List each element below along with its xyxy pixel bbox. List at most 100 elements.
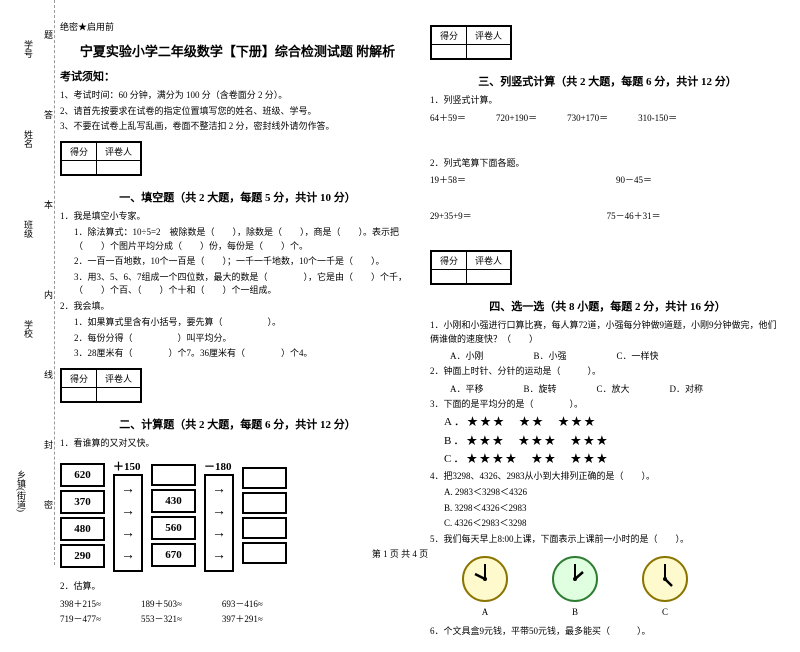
empty-box (151, 464, 196, 486)
score-cell: 评卷人 (467, 252, 511, 270)
calc-item: 720+190＝ (496, 111, 537, 124)
estimate-item: 553－321≈ (141, 612, 182, 625)
sub-question: 1．除法算式：10÷5=2 被除数是（ ），除数是（ ），商是（ ）。表示把（ … (60, 226, 415, 253)
clock-icon (550, 554, 600, 604)
score-box: 得分评卷人 (60, 368, 142, 403)
num-box: 620 (60, 463, 105, 487)
opt: B．旋转 (524, 382, 557, 395)
score-cell: 得分 (432, 252, 467, 270)
notice-item: 1、考试时间：60 分钟，满分为 100 分（含卷面分 2 分）。 (60, 89, 415, 102)
empty-box (242, 467, 287, 489)
question: 4．把3298、4326、2983从小到大排列正确的是（ ）。 (430, 470, 785, 484)
arrow-icon: → (212, 504, 226, 520)
op-label: －180 (204, 458, 234, 474)
estimate-item: 719－477≈ (60, 612, 101, 625)
score-cell: 评卷人 (97, 142, 141, 160)
sb-mark: 内 (42, 290, 55, 299)
estimate-item: 693－416≈ (222, 597, 263, 610)
sb-mark: 本 (42, 200, 55, 209)
opt: C. 4326＜2983＜3298 (430, 517, 785, 531)
section-title: 二、计算题（共 2 大题，每题 6 分，共计 12 分） (60, 416, 415, 432)
question: 2．钟面上时针、分针的运动是（ ）。 (430, 365, 785, 379)
score-cell: 评卷人 (467, 27, 511, 45)
num-box: 560 (151, 516, 196, 540)
empty-box (242, 517, 287, 539)
sb-mark: 封 (42, 440, 55, 449)
calc-item: 90－45＝ (616, 173, 652, 186)
opt: A．小刚 (450, 349, 484, 362)
notice-item: 2、请首先按要求在试卷的指定位置填写您的姓名、班级、学号。 (60, 105, 415, 118)
clocks-row: A B C (430, 554, 785, 617)
calc-item: 75－46＋31＝ (607, 209, 661, 222)
score-box: 得分评卷人 (430, 250, 512, 285)
num-box: 480 (60, 517, 105, 541)
question: 2．估算。 (60, 580, 415, 594)
clock-label: C (640, 607, 690, 617)
calc-item: 310-150＝ (638, 111, 677, 124)
sub-question: 3．28厘米有（ ）个7。36厘米有（ ）个4。 (60, 347, 415, 361)
question: 1．小刚和小强进行口算比赛，每人算72道，小强每分钟做9道题，小刚9分钟做完，他… (430, 319, 785, 346)
secret-label: 绝密★启用前 (60, 20, 415, 33)
sb-mark: 答 (42, 110, 55, 119)
op-label: ＋150 (113, 458, 143, 474)
arrow-icon: → (212, 526, 226, 542)
num-box: 370 (60, 490, 105, 514)
arrow-icon: → (121, 482, 135, 498)
sb-label: 乡镇(街道) (15, 470, 28, 512)
notice-item: 3、不要在试卷上乱写乱画，卷面不整洁扣 2 分，密封线外请勿作答。 (60, 120, 415, 133)
section-title: 一、填空题（共 2 大题，每题 5 分，共计 10 分） (60, 189, 415, 205)
opt: C．一样快 (617, 349, 659, 362)
section-title: 四、选一选（共 8 小题，每题 2 分，共计 16 分） (430, 298, 785, 314)
score-box: 得分评卷人 (60, 141, 142, 176)
empty-box (242, 492, 287, 514)
num-box: 430 (151, 489, 196, 513)
arrow-icon: → (121, 526, 135, 542)
question: 6．个文具盒9元钱，平带50元钱，最多能买（ ）。 (430, 625, 785, 639)
sub-question: 1．如果算式里含有小括号，要先算（ ）。 (60, 316, 415, 330)
clock-icon (460, 554, 510, 604)
sb-label: 姓名 (22, 130, 35, 148)
sb-label: 学号 (22, 40, 35, 58)
sub-question: 3．用3、5、6、7组成一个四位数，最大的数是（ ），它是由（ ）个千，（ ）个… (60, 271, 415, 298)
sub-question: 2．每份分得（ ）叫平均分。 (60, 332, 415, 346)
notice-title: 考试须知： (60, 68, 415, 84)
opt: B. 3298＜4326＜2983 (430, 502, 785, 516)
score-cell: 得分 (62, 142, 97, 160)
page-footer: 第 1 页 共 4 页 (0, 547, 800, 560)
sb-mark: 密 (42, 500, 55, 509)
sb-mark: 线 (42, 370, 55, 379)
sb-label: 班级 (22, 220, 35, 238)
estimate-item: 398＋215≈ (60, 597, 101, 610)
sub-question: 2．一百一百地数，10个一百是（ ）；一千一千地数，10个一千是（ ）。 (60, 255, 415, 269)
opt: D．对称 (670, 382, 704, 395)
estimate-item: 189＋503≈ (141, 597, 182, 610)
star-opt: A．★★★ ★★ ★★★ (430, 414, 785, 431)
arrow-icon: → (212, 482, 226, 498)
sb-label: 学校 (22, 320, 35, 338)
arrow-icon: → (121, 504, 135, 520)
exam-title: 宁夏实验小学二年级数学【下册】综合检测试题 附解析 (60, 41, 415, 60)
binding-sidebar: 学号 姓名 班级 学校 乡镇(街道) 题 答 本 内 线 封 密 (0, 0, 55, 565)
score-cell: 得分 (432, 27, 467, 45)
calc-item: 730+170＝ (567, 111, 608, 124)
score-cell: 得分 (62, 369, 97, 387)
score-cell: 评卷人 (97, 369, 141, 387)
section-title: 三、列竖式计算（共 2 大题，每题 6 分，共计 12 分） (430, 73, 785, 89)
question: 1．列竖式计算。 (430, 94, 785, 108)
score-box: 得分评卷人 (430, 25, 512, 60)
question: 2．列式笔算下面各题。 (430, 157, 785, 171)
sb-mark: 题 (42, 30, 55, 39)
star-opt: C．★★★★ ★★ ★★★ (430, 451, 785, 468)
question: 2．我会填。 (60, 300, 415, 314)
question: 1．看谁算的又对又快。 (60, 437, 415, 451)
estimate-item: 397＋291≈ (222, 612, 263, 625)
question: 3．下面的是平均分的是（ ）。 (430, 398, 785, 412)
clock-icon (640, 554, 690, 604)
opt: A. 2983＜3298＜4326 (430, 486, 785, 500)
opt: B．小强 (534, 349, 567, 362)
opt: C．放大 (597, 382, 630, 395)
question: 1．我是填空小专家。 (60, 210, 415, 224)
star-opt: B．★★★ ★★★ ★★★ (430, 433, 785, 450)
calc-item: 29+35+9＝ (430, 209, 472, 222)
calc-item: 64＋59＝ (430, 111, 466, 124)
